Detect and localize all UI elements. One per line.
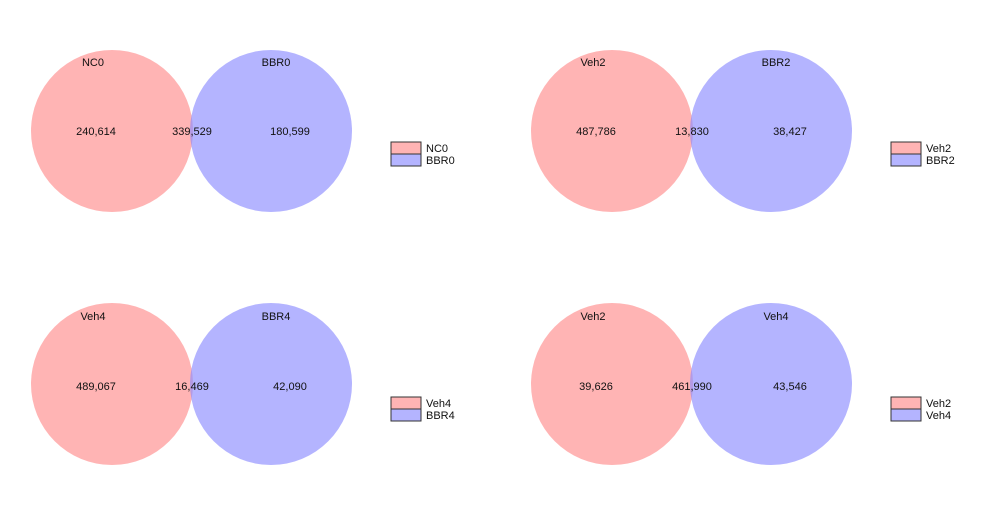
venn-1-circle-a <box>31 50 193 212</box>
venn-4-value-intersection: 461,990 <box>672 381 712 393</box>
venn-3-legend-label-a: Veh4 <box>426 398 451 410</box>
venn-3-circle-a <box>31 303 193 465</box>
venn-2-circle-a <box>531 50 693 212</box>
venn-2-value-intersection: 13,830 <box>675 126 709 138</box>
venn-1-legend-label-a: NC0 <box>426 143 448 155</box>
venn-3-circle-b <box>190 303 352 465</box>
venn-3-legend: Veh4 BBR4 <box>390 396 455 422</box>
venn-4-value-only-b: 43,546 <box>773 381 807 393</box>
venn-2-legend-swatch-b <box>890 153 922 167</box>
venn-1-legend: NC0 BBR0 <box>390 141 455 167</box>
venn-2-legend-label-a: Veh2 <box>926 143 951 155</box>
venn-3-label-a: Veh4 <box>80 311 105 323</box>
venn-2-label-a: Veh2 <box>580 57 605 69</box>
venn-3-value-only-b: 42,090 <box>273 381 307 393</box>
venn-4-legend-label-b: Veh4 <box>926 410 951 422</box>
venn-4-legend-swatch-a <box>890 396 922 410</box>
venn-4-legend-swatch-b <box>890 408 922 422</box>
venn-4-label-a: Veh2 <box>580 311 605 323</box>
venn-1-label-a: NC0 <box>82 57 104 69</box>
venn-4-label-b: Veh4 <box>763 311 788 323</box>
venn-2-legend-swatch-a <box>890 141 922 155</box>
venn-4-legend: Veh2 Veh4 <box>890 396 951 422</box>
venn-3-legend-label-b: BBR4 <box>426 410 455 422</box>
venn-4-legend-label-a: Veh2 <box>926 398 951 410</box>
venn-1-legend-swatch-a <box>390 141 422 155</box>
venn-4-value-only-a: 39,626 <box>579 381 613 393</box>
venn-3-legend-swatch-b <box>390 408 422 422</box>
venn-panel-4: Veh2 Veh4 39,626 461,990 43,546 Veh2 Veh… <box>531 303 951 465</box>
venn-2-value-only-b: 38,427 <box>773 126 807 138</box>
venn-panel-2: Veh2 BBR2 487,786 13,830 38,427 Veh2 BBR… <box>531 50 955 212</box>
venn-1-label-b: BBR0 <box>262 57 291 69</box>
venn-panel-3: Veh4 BBR4 489,067 16,469 42,090 Veh4 BBR… <box>31 303 455 465</box>
venn-3-legend-swatch-a <box>390 396 422 410</box>
venn-2-legend: Veh2 BBR2 <box>890 141 955 167</box>
venn-2-value-only-a: 487,786 <box>576 126 616 138</box>
venn-1-legend-swatch-b <box>390 153 422 167</box>
venn-4-circle-b <box>690 303 852 465</box>
venn-2-label-b: BBR2 <box>762 57 791 69</box>
venn-1-value-only-b: 180,599 <box>270 126 310 138</box>
venn-3-value-only-a: 489,067 <box>76 381 116 393</box>
venn-1-circle-b <box>190 50 352 212</box>
venn-2-circle-b <box>690 50 852 212</box>
venn-1-value-only-a: 240,614 <box>76 126 116 138</box>
venn-3-value-intersection: 16,469 <box>175 381 209 393</box>
venn-1-value-intersection: 339,529 <box>172 126 212 138</box>
venn-1-legend-label-b: BBR0 <box>426 155 455 167</box>
venn-panel-1: NC0 BBR0 240,614 339,529 180,599 NC0 BBR… <box>31 50 455 212</box>
venn-2-legend-label-b: BBR2 <box>926 155 955 167</box>
venn-3-label-b: BBR4 <box>262 311 291 323</box>
venn-4-circle-a <box>531 303 693 465</box>
